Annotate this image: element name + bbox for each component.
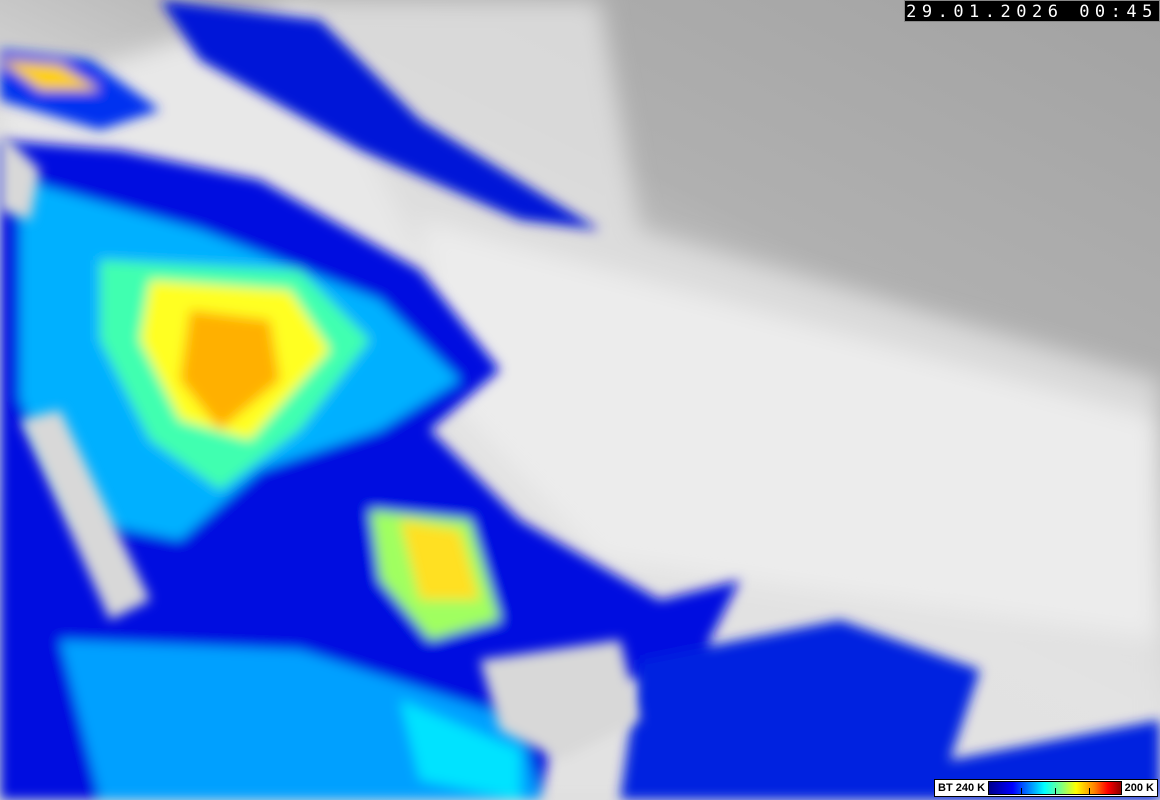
legend-tick — [1089, 788, 1091, 794]
color-scale-legend: BT 240 K 200 K — [934, 779, 1158, 797]
legend-max-label: 200 K — [1124, 782, 1154, 794]
clear-gaps — [0, 130, 640, 760]
timestamp: 29.01.2026 00:45 — [904, 0, 1160, 22]
legend-tick — [1020, 788, 1022, 794]
legend-min-label: BT 240 K — [938, 782, 986, 794]
color-scale-bar — [988, 781, 1122, 795]
legend-tick — [1054, 788, 1056, 794]
